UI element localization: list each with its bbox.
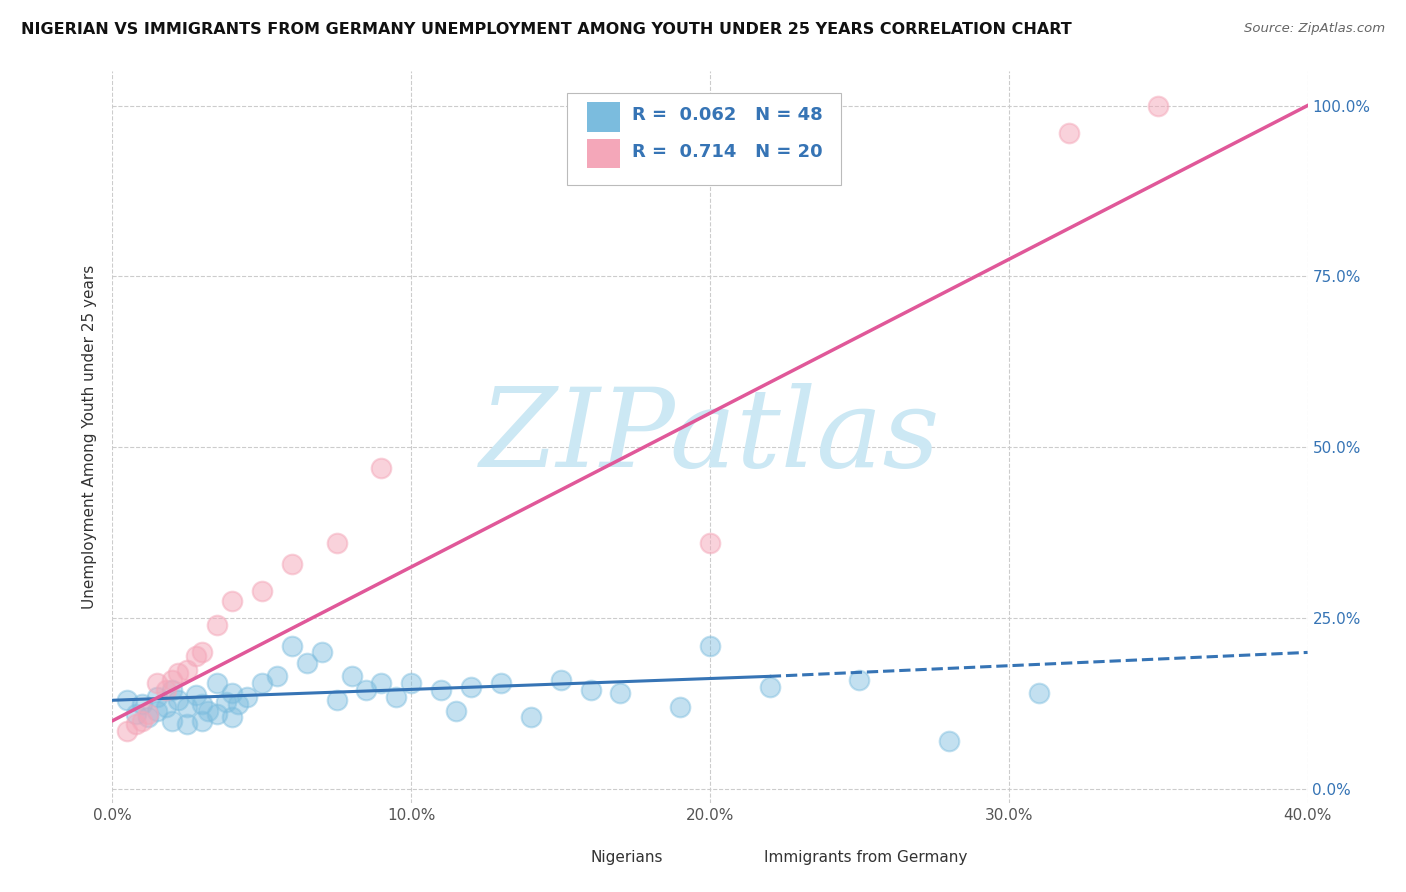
Point [444,704,467,718]
Point [146,704,169,718]
Point [197,704,219,718]
FancyBboxPatch shape [567,94,842,185]
Point [848,673,870,687]
Point [176,717,198,731]
Point [340,669,363,683]
Point [125,706,148,721]
Text: Source: ZipAtlas.com: Source: ZipAtlas.com [1244,22,1385,36]
Point [221,710,243,724]
Point [938,734,960,748]
Point [489,676,512,690]
Text: R =  0.062   N = 48: R = 0.062 N = 48 [633,106,823,124]
Bar [586,138,620,169]
Point [325,536,347,550]
Point [325,693,347,707]
Point [155,683,177,698]
Point [138,710,160,724]
Bar [548,845,582,871]
Point [176,700,198,714]
Point [191,645,214,659]
Point [155,700,177,714]
Point [205,676,228,690]
Point [186,648,208,663]
Point [117,724,139,739]
Point [167,665,190,680]
Text: Immigrants from Germany: Immigrants from Germany [763,850,967,865]
Point [186,688,208,702]
Point [401,676,423,690]
Text: NIGERIAN VS IMMIGRANTS FROM GERMANY UNEMPLOYMENT AMONG YOUTH UNDER 25 YEARS CORR: NIGERIAN VS IMMIGRANTS FROM GERMANY UNEM… [21,22,1071,37]
Point [117,693,139,707]
Point [385,690,408,704]
Point [281,639,304,653]
Point [295,656,318,670]
Point [138,706,160,721]
Y-axis label: Unemployment Among Youth under 25 years: Unemployment Among Youth under 25 years [82,265,97,609]
Point [1057,126,1080,140]
Text: Nigerians: Nigerians [591,850,664,865]
Point [162,714,183,728]
Point [250,676,273,690]
Point [250,583,273,598]
Point [669,700,692,714]
Point [356,683,378,698]
Point [205,706,228,721]
Bar [723,845,755,871]
Point [1028,686,1050,700]
Point [281,557,304,571]
Point [205,618,228,632]
Point [125,717,148,731]
Point [146,676,169,690]
Point [131,714,153,728]
Point [609,686,631,700]
Point [699,639,721,653]
Point [520,710,543,724]
Point [370,460,392,475]
Text: ZIPatlas: ZIPatlas [479,384,941,491]
Point [311,645,333,659]
Point [215,695,238,709]
Point [162,683,183,698]
Point [759,680,782,694]
Point [266,669,288,683]
Point [430,683,453,698]
Point [699,536,721,550]
Point [550,673,572,687]
Point [236,690,259,704]
Point [146,690,169,704]
Point [191,714,214,728]
Point [176,663,198,677]
Point [221,594,243,608]
Bar [586,102,620,132]
Point [162,673,183,687]
Text: R =  0.714   N = 20: R = 0.714 N = 20 [633,143,823,161]
Point [221,686,243,700]
Point [191,697,214,711]
Point [226,697,249,711]
Point [579,683,602,698]
Point [131,697,153,711]
Point [1147,98,1170,112]
Point [370,676,392,690]
Point [460,680,482,694]
Point [167,693,190,707]
